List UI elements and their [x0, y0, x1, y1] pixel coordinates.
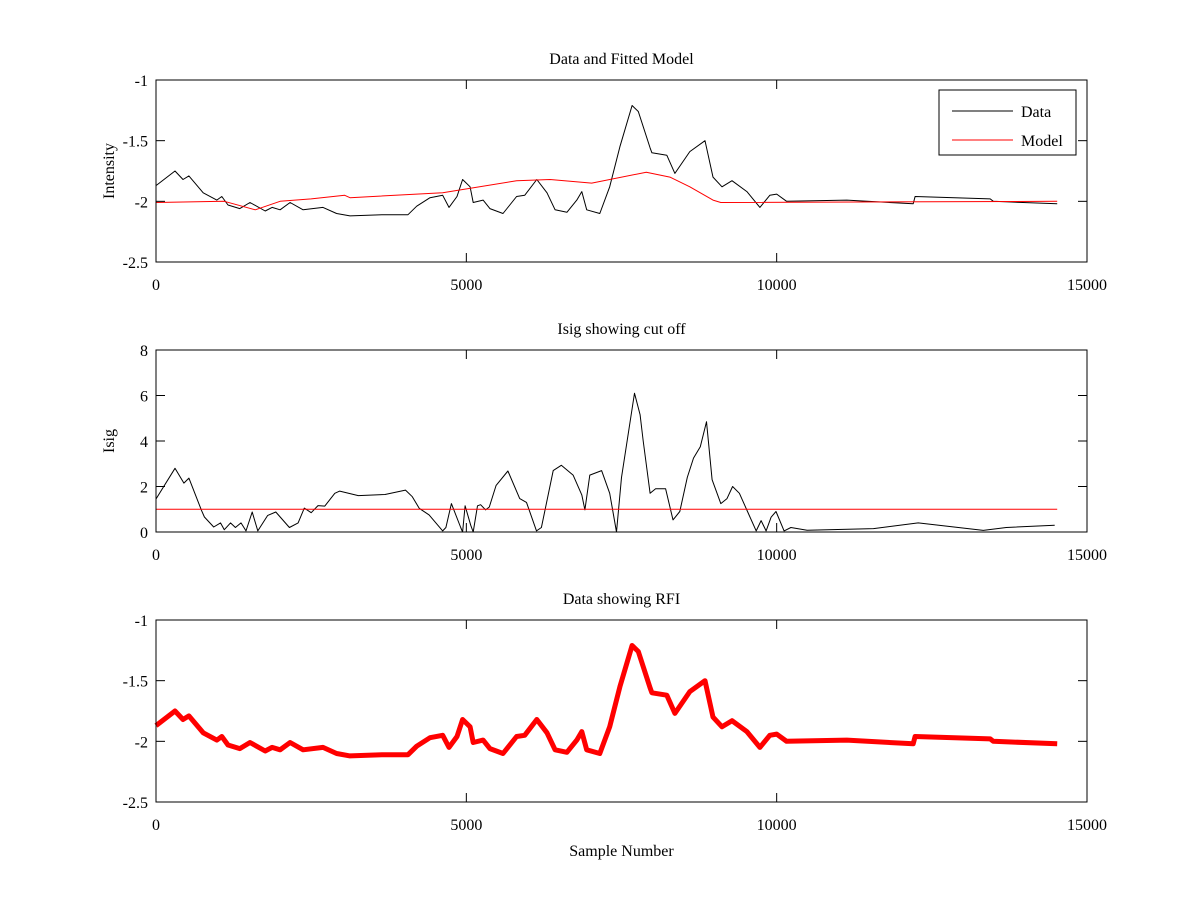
legend-box: [938, 89, 1077, 156]
y-tick-label: -1: [135, 613, 148, 630]
y-tick-label: -2.5: [123, 255, 148, 272]
y-tick-label: 6: [140, 389, 148, 406]
legend: Data Model: [938, 89, 1077, 156]
x-tick-label: 0: [152, 277, 160, 294]
y-tick-label: -2: [135, 194, 148, 211]
chart-title: Data and Fitted Model: [549, 51, 694, 68]
x-tick-label: 10000: [757, 817, 797, 834]
axes-box: [155, 349, 1088, 533]
x-tick-label: 10000: [757, 277, 797, 294]
chart-title: Isig showing cut off: [557, 321, 686, 338]
x-tick-label: 15000: [1067, 817, 1107, 834]
y-tick-label: 4: [140, 434, 148, 451]
x-tick-label: 5000: [450, 817, 482, 834]
series-line-model: [155, 171, 1058, 211]
y-tick-label: -2.5: [123, 795, 148, 812]
subplot-3: 0 5000 10000 15000 -2.5 -2 -1.5 -1 Data showing …: [123, 591, 1107, 860]
subplot-1: 0 5000 10000 15000 -2.5 -2 -1.5 -1 Data and Fitt…: [101, 51, 1107, 294]
series-line-data: [155, 105, 1058, 217]
y-tick-label: 8: [140, 343, 148, 360]
legend-label-data: Data: [1021, 104, 1051, 121]
x-tick-label: 15000: [1067, 277, 1107, 294]
y-tick-label: -1.5: [123, 134, 148, 151]
axes-box: [155, 619, 1088, 803]
x-tick-label: 0: [152, 547, 160, 564]
subplot-2: 0 5000 10000 15000 0 2 4 6 8 Isig showing cut off…: [101, 321, 1107, 564]
axes-box: [155, 79, 1088, 263]
y-tick-label: 0: [140, 525, 148, 542]
y-axis-label: Isig: [101, 429, 118, 453]
x-tick-label: 5000: [450, 547, 482, 564]
x-axis-label: Sample Number: [569, 843, 674, 860]
series-line-rfi: [154, 643, 1058, 759]
series-line-isig: [155, 392, 1055, 533]
x-tick-label: 10000: [757, 547, 797, 564]
y-tick-label: -1: [135, 73, 148, 90]
x-tick-label: 0: [152, 817, 160, 834]
x-tick-label: 15000: [1067, 547, 1107, 564]
x-tick-label: 5000: [450, 277, 482, 294]
y-tick-label: 2: [140, 480, 148, 497]
legend-label-model: Model: [1021, 133, 1063, 150]
y-tick-label: -2: [135, 734, 148, 751]
y-tick-label: -1.5: [123, 674, 148, 691]
chart-title: Data showing RFI: [563, 591, 680, 608]
y-axis-label: Intensity: [101, 143, 118, 199]
